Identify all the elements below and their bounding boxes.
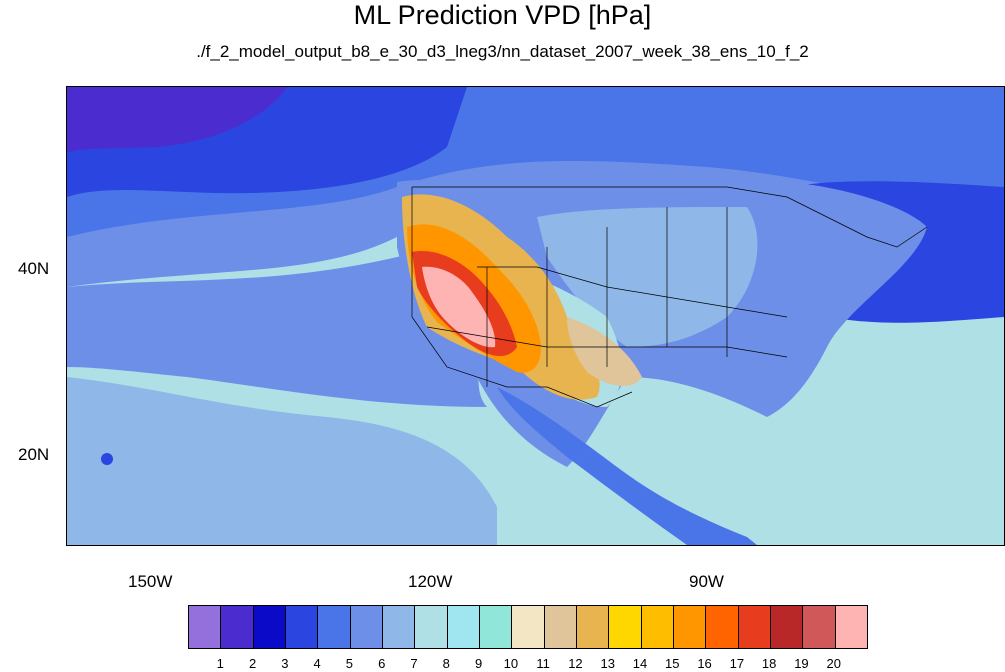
pacific-mid — [67, 253, 497, 407]
colorbar-label: 6 — [378, 656, 386, 671]
colorbar-swatch — [189, 606, 222, 648]
lon-label-150w: 150W — [128, 572, 173, 591]
colorbar-label: 3 — [281, 656, 289, 671]
colorbar-label: 7 — [410, 656, 418, 671]
colorbar-swatch — [382, 606, 416, 648]
colorbar-swatch — [673, 606, 707, 648]
map-title: ML Prediction VPD [hPa] — [353, 0, 652, 30]
colorbar-swatch — [221, 606, 254, 648]
vpd-20-zone — [422, 266, 496, 348]
colorbar-swatch — [576, 606, 610, 648]
far-north-pacific — [67, 87, 287, 152]
colorbar-label: 13 — [600, 656, 615, 671]
colorbar-label: 15 — [665, 656, 680, 671]
mexico-coast — [497, 387, 757, 545]
colorbar-label: 4 — [313, 656, 321, 671]
map-panel — [66, 86, 1005, 546]
colorbar-swatch — [512, 606, 545, 648]
colorbar-swatch — [415, 606, 448, 648]
lon-label-120w: 120W — [408, 572, 453, 591]
colorbar-label: 2 — [248, 656, 257, 671]
colorbar-label: 8 — [442, 656, 450, 671]
colorbar-swatch — [641, 606, 674, 648]
colorbar-label: 20 — [826, 656, 841, 671]
colorbar-label: 12 — [568, 656, 583, 671]
colorbar-swatch — [544, 606, 577, 648]
lat-label-40n: 40N — [18, 259, 50, 278]
colorbar-label: 1 — [216, 656, 224, 671]
colorbar-swatch — [770, 606, 804, 648]
colorbar-label: 14 — [632, 656, 648, 671]
colorbar-swatch — [479, 606, 513, 648]
colorbar-label: 11 — [536, 656, 550, 671]
colorbar-swatch — [609, 606, 642, 648]
colorbar-swatch — [447, 606, 480, 648]
colorbar-swatch — [318, 606, 351, 648]
colorbar-label: 10 — [503, 656, 519, 671]
colorbar-swatch — [803, 606, 836, 648]
colorbar-label: 16 — [697, 656, 712, 671]
colorbar-label: 9 — [474, 656, 483, 671]
colorbar-label: 18 — [761, 656, 777, 671]
lat-label-20n: 20N — [18, 445, 50, 464]
colorbar-label: 19 — [794, 656, 809, 671]
colorbar — [188, 605, 868, 649]
vpd-map — [67, 87, 1004, 545]
map-subtitle: ./f_2_model_output_b8_e_30_d3_lneg3/nn_d… — [196, 42, 809, 61]
colorbar-swatch — [738, 606, 771, 648]
lon-label-90w: 90W — [689, 572, 724, 591]
colorbar-swatch — [706, 606, 739, 648]
colorbar-swatch — [835, 606, 867, 648]
colorbar-label: 17 — [729, 656, 745, 671]
colorbar-label: 5 — [345, 656, 354, 671]
pacific-south — [67, 377, 497, 545]
texas-dry-zone — [567, 317, 642, 387]
colorbar-swatch — [285, 606, 319, 648]
hawaii — [101, 453, 113, 465]
state-borders — [411, 186, 928, 408]
colorbar-swatch — [350, 606, 383, 648]
colorbar-swatch — [253, 606, 286, 648]
